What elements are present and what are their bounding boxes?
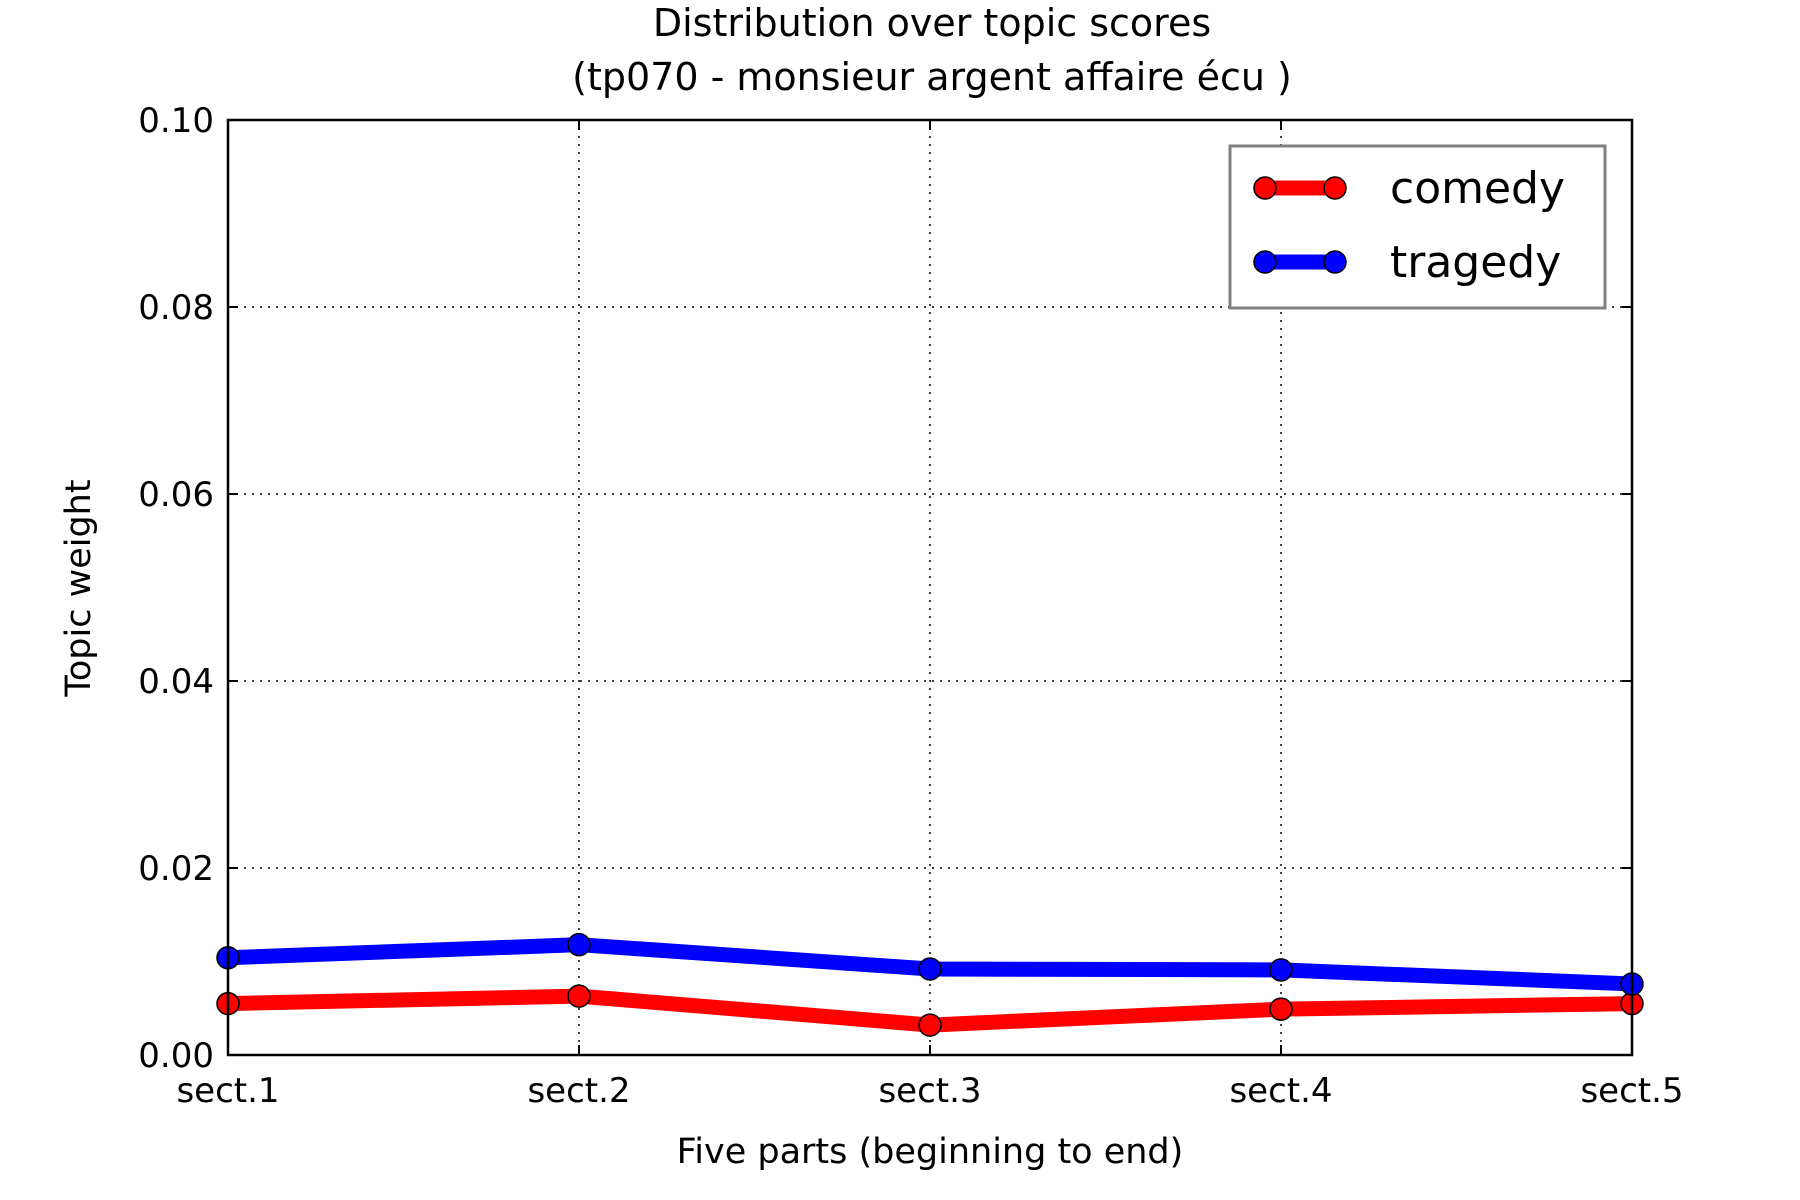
x-tick-label: sect.5 — [1580, 1071, 1683, 1111]
legend-marker-tragedy — [1323, 250, 1347, 274]
legend-marker-tragedy — [1253, 250, 1277, 274]
legend-marker-comedy — [1323, 176, 1347, 200]
legend-label-comedy: comedy — [1390, 163, 1565, 214]
data-point-comedy — [1269, 997, 1293, 1021]
legend-marker-comedy — [1253, 176, 1277, 200]
chart-subtitle: (tp070 - monsieur argent affaire écu ) — [572, 55, 1292, 99]
data-point-tragedy — [1269, 958, 1293, 982]
axis-ticks: sect.1 sect.2 sect.3 sect.4 sect.5 0.00 0.02 0.… — [138, 101, 1683, 1111]
y-tick-label: 0.10 — [138, 101, 214, 141]
y-axis-label: Topic weight — [59, 479, 99, 697]
x-axis-label: Five parts (beginning to end) — [677, 1132, 1184, 1172]
legend-label-tragedy: tragedy — [1390, 237, 1561, 288]
legend: comedy tragedy — [1228, 144, 1607, 310]
data-point-tragedy — [567, 932, 591, 957]
data-point-comedy — [918, 1013, 942, 1037]
x-tick-label: sect.2 — [527, 1071, 630, 1111]
chart-title: Distribution over topic scores — [653, 1, 1211, 45]
y-tick-label: 0.00 — [138, 1036, 214, 1076]
y-tick-label: 0.04 — [138, 662, 214, 702]
y-tick-label: 0.02 — [138, 849, 214, 889]
data-point-comedy — [567, 984, 591, 1008]
x-tick-label: sect.3 — [878, 1071, 981, 1111]
x-tick-label: sect.1 — [176, 1071, 279, 1111]
y-tick-label: 0.06 — [138, 475, 214, 515]
x-tick-label: sect.4 — [1229, 1071, 1332, 1111]
legend-entries: comedy tragedy — [1253, 163, 1565, 288]
legend-box — [1228, 144, 1607, 310]
y-tick-label: 0.08 — [138, 288, 214, 328]
data-point-tragedy — [918, 957, 942, 981]
